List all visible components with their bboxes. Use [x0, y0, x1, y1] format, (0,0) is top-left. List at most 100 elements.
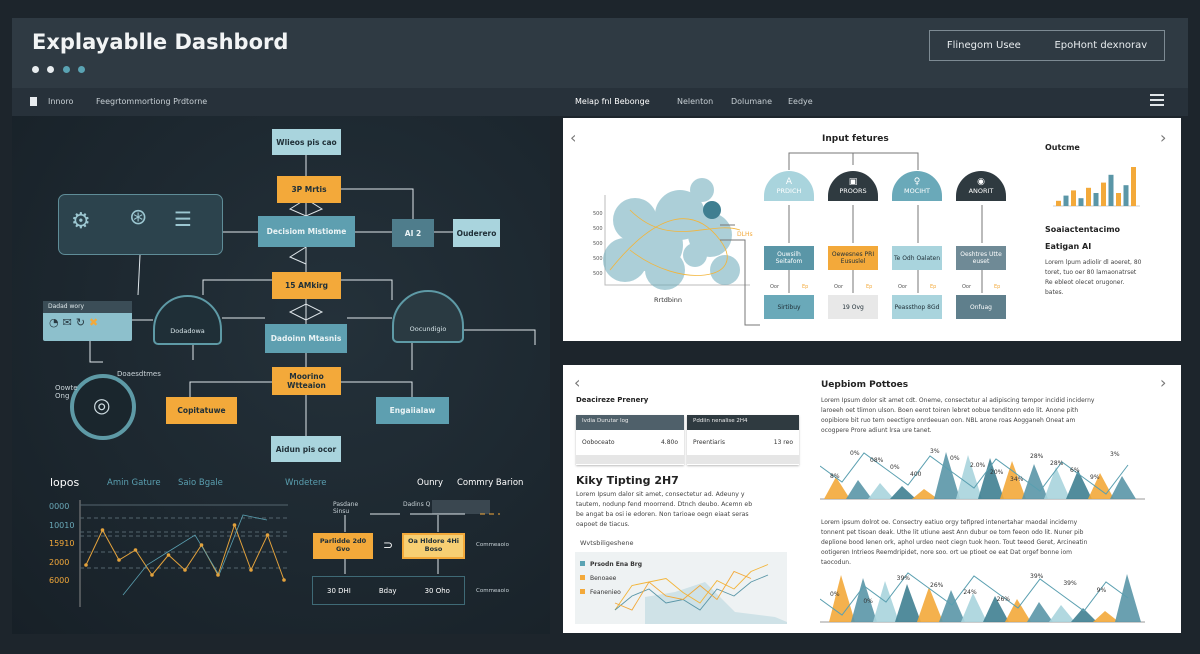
data-label: 0% — [950, 455, 960, 462]
page-indicator-dot[interactable] — [32, 66, 39, 73]
data-point — [133, 548, 138, 552]
y-tick: 10010 — [49, 520, 75, 530]
flow-box[interactable]: Oa Hldore 4Hi Boso — [402, 533, 465, 559]
svg-text:500: 500 — [593, 226, 603, 232]
outcome-description: Lorem lpum adiolir dl aoeret, 80 toret, t… — [1045, 259, 1142, 296]
bar — [1071, 190, 1076, 206]
result-box[interactable]: 19 Ovg — [828, 295, 878, 319]
diagram-node[interactable]: Dadoinn Mtasnis — [265, 324, 347, 353]
chevron-right-icon[interactable]: › — [1160, 128, 1167, 147]
nav-item[interactable]: Dolumane — [731, 97, 773, 106]
nav-item[interactable]: Nelenton — [677, 97, 714, 106]
diagram-node[interactable]: Aidun pis ocor — [271, 436, 341, 462]
gauge-label: Doaesdtmes — [117, 370, 161, 378]
bar — [1063, 195, 1069, 206]
diagram-node[interactable]: 3P Mrtis — [277, 176, 341, 203]
status-card[interactable]: Dadad wory ◔✉↻✖ — [43, 301, 132, 341]
page-indicator-dot[interactable] — [47, 66, 54, 73]
dome-node[interactable]: Oocundigio — [392, 290, 464, 343]
paragraph: Lorem Ipsum dalor sit amet, consectetur … — [576, 491, 753, 528]
data-point — [183, 568, 187, 572]
diagram-node[interactable]: Wlieos pis cao — [272, 129, 341, 155]
document-list-icon: ☰ — [174, 207, 192, 231]
y-tick: 6000 — [49, 576, 70, 585]
feature-box[interactable]: Oeshtres Utte euset — [956, 246, 1006, 270]
page-title: Explayablle Dashbord — [32, 30, 289, 54]
nav-item[interactable]: Innoro — [48, 97, 74, 106]
feature-box[interactable]: Ouwsilh Seitafom — [764, 246, 814, 270]
tab[interactable]: Amin Gature — [107, 478, 161, 488]
data-point — [216, 573, 220, 577]
result-box[interactable]: Onfuag — [956, 295, 1006, 319]
nav-item[interactable]: Feegrtommortiong Prdtorne — [96, 97, 208, 106]
area-peak — [939, 590, 965, 622]
chevron-right-icon[interactable]: › — [1160, 373, 1167, 392]
feature-box[interactable]: Oewesnes PRI Eususlel — [828, 246, 878, 270]
diagram-node[interactable]: Engaiialaw — [376, 397, 449, 424]
icon-panel: ⚙ ⊛ ☰ — [58, 194, 223, 255]
svg-text:500: 500 — [593, 271, 603, 277]
chevron-left-icon[interactable]: ‹ — [574, 373, 581, 392]
data-point — [117, 558, 121, 562]
series-line — [122, 514, 268, 596]
result-box[interactable]: Peassthop 8Gd — [892, 295, 942, 319]
sync-icon: ↻ — [75, 316, 90, 329]
section-title: Deacireze Prenery — [576, 396, 649, 404]
header-button[interactable]: Flinegom Usee — [946, 40, 1021, 51]
bubble — [690, 178, 714, 202]
y-tick: 0000 — [49, 502, 70, 511]
flow-box[interactable]: Parlidde 2d0 Gvo — [313, 533, 373, 559]
diagram-node[interactable]: Decisiom Mistiome — [258, 216, 355, 247]
outcome-title: Outcme — [1045, 143, 1080, 152]
nav-item[interactable]: Melap fnl Bebonge — [575, 97, 650, 106]
area-peak — [1044, 467, 1070, 499]
area-peak — [956, 455, 982, 499]
dome-node[interactable]: Dodadowa — [153, 295, 222, 345]
area-peak — [1049, 605, 1075, 622]
bubble — [645, 250, 685, 290]
legend-label: Benoaee — [590, 575, 617, 582]
small-label: Ep — [994, 284, 1001, 290]
tab[interactable]: lopos — [50, 476, 80, 489]
legend-label: Feanenieo — [590, 589, 621, 596]
diagram-node[interactable]: Moorino Wtteaion — [272, 367, 341, 395]
small-label: Ep — [930, 284, 937, 290]
feature-dome[interactable]: ▣ PROORS — [828, 171, 878, 201]
y-tick: 15910 — [49, 539, 75, 548]
chart-title: Wvtsbiligeshene — [580, 539, 634, 547]
section-heading: Kiky Tipting 2H7 — [576, 474, 679, 487]
bubble — [703, 201, 721, 219]
header-button[interactable]: EpoHont dexnorav — [1054, 40, 1148, 51]
small-label: Oor — [898, 284, 908, 290]
page-indicator-dot[interactable] — [63, 66, 70, 73]
data-label: 2.0% — [970, 462, 986, 469]
diagram-node[interactable]: 15 AMkirg — [272, 272, 341, 299]
tab[interactable]: Ounry — [417, 478, 443, 488]
nav-item[interactable]: Eedye — [788, 97, 813, 106]
result-box[interactable]: Sirtibuy — [764, 295, 814, 319]
checkbox[interactable] — [30, 97, 37, 106]
diagram-node[interactable]: Ouderero — [453, 219, 500, 247]
area-peak — [1110, 476, 1136, 499]
panel-title: Input fetures — [822, 134, 889, 144]
flow-connectors — [344, 513, 500, 574]
small-label: Oor — [834, 284, 844, 290]
data-point — [166, 553, 171, 557]
table-cell: Preentiaris — [693, 439, 725, 446]
status-card-icons: ◔✉↻✖ — [43, 313, 132, 332]
data-label: 08% — [870, 457, 884, 464]
page-indicator-dot[interactable] — [78, 66, 85, 73]
tab[interactable]: Commry Barion — [457, 478, 524, 488]
tab[interactable]: Saio Bgale — [178, 478, 223, 488]
tab[interactable]: Wndetere — [285, 478, 327, 488]
legend-swatch — [580, 575, 585, 580]
area-fill — [645, 582, 787, 624]
diagram-node[interactable]: Copitatuwe — [166, 397, 237, 424]
close-icon: ✖ — [89, 316, 103, 329]
diagram-node[interactable]: AI 2 — [392, 219, 434, 247]
hamburger-menu-icon[interactable] — [1150, 94, 1164, 109]
chevron-left-icon[interactable]: ‹ — [570, 128, 577, 147]
mail-icon: ✉ — [62, 316, 76, 329]
feature-box[interactable]: Te Odh Oalaten — [892, 246, 942, 270]
area-peak — [895, 584, 921, 622]
